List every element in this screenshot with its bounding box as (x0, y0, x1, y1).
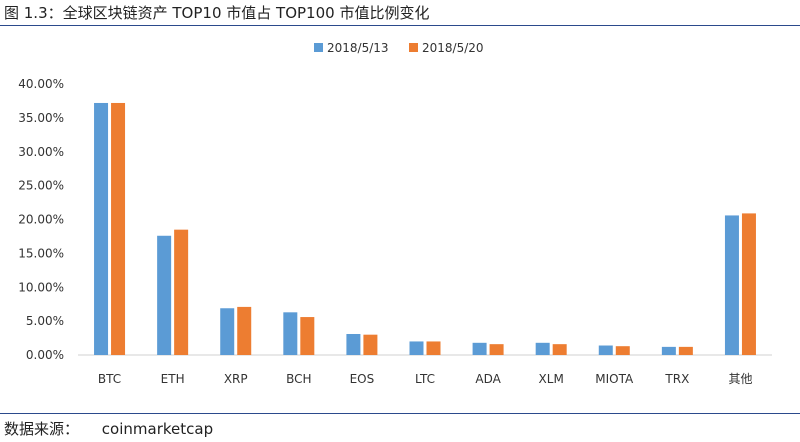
y-tick-label: 5.00% (26, 314, 64, 328)
x-tick-label: XLM (539, 372, 564, 386)
bar-2018/5/13-ADA (472, 342, 487, 355)
y-tick-label: 0.00% (26, 348, 64, 362)
x-tick-label: MIOTA (595, 372, 634, 386)
x-tick-label: LTC (415, 372, 435, 386)
bar-2018/5/20-TRX (678, 346, 693, 355)
x-tick-label: 其他 (728, 372, 752, 386)
bar-2018/5/20-BCH (300, 317, 315, 355)
x-tick-label: XRP (224, 372, 248, 386)
bar-2018/5/20-BTC (111, 102, 126, 355)
bar-2018/5/13-其他 (724, 215, 739, 355)
x-tick-label: EOS (350, 372, 375, 386)
bar-2018/5/13-BCH (283, 312, 298, 355)
bar-2018/5/20-MIOTA (615, 346, 630, 355)
y-tick-label: 30.00% (18, 145, 64, 159)
bar-2018/5/20-XRP (237, 306, 252, 355)
y-tick-label: 35.00% (18, 111, 64, 125)
legend-label: 2018/5/13 (327, 41, 389, 55)
bar-2018/5/13-ETH (157, 235, 172, 355)
bar-2018/5/20-ETH (174, 229, 189, 355)
source-label: 数据来源： (4, 420, 80, 438)
y-tick-label: 25.00% (18, 179, 64, 193)
x-tick-label: BCH (286, 372, 311, 386)
figure-title: 图 1.3：全球区块链资产 TOP10 市值占 TOP100 市值比例变化 (4, 4, 430, 22)
bar-2018/5/13-XLM (535, 342, 550, 355)
x-tick-label: ETH (161, 372, 185, 386)
title-rule (0, 25, 800, 26)
bar-2018/5/13-TRX (661, 346, 676, 355)
bar-2018/5/13-MIOTA (598, 345, 613, 355)
bar-2018/5/20-EOS (363, 334, 378, 355)
bar-2018/5/20-ADA (489, 344, 504, 355)
x-tick-label: TRX (664, 372, 689, 386)
bar-2018/5/20-其他 (741, 213, 756, 355)
bar-2018/5/13-XRP (220, 308, 235, 355)
bar-2018/5/20-LTC (426, 341, 441, 355)
bar-2018/5/13-BTC (94, 102, 109, 355)
legend-label: 2018/5/20 (422, 41, 484, 55)
bar-2018/5/13-LTC (409, 341, 424, 355)
source-rule (0, 413, 800, 414)
bar-2018/5/13-EOS (346, 333, 361, 355)
y-tick-label: 15.00% (18, 246, 64, 260)
y-tick-label: 10.00% (18, 280, 64, 294)
legend-swatch (409, 43, 418, 52)
bar-2018/5/20-XLM (552, 344, 567, 355)
source-value: coinmarketcap (101, 420, 214, 438)
bar-chart: 0.00% 5.00% 10.00% 15.00% 20.00% 25.00% 30.00%… (18, 41, 772, 386)
source-line: 数据来源： coinmarketcap (4, 418, 213, 439)
y-tick-label: 40.00% (18, 77, 64, 91)
x-tick-label: BTC (98, 372, 121, 386)
x-tick-label: ADA (475, 372, 501, 386)
legend-swatch (314, 43, 323, 52)
y-tick-label: 20.00% (18, 213, 64, 227)
